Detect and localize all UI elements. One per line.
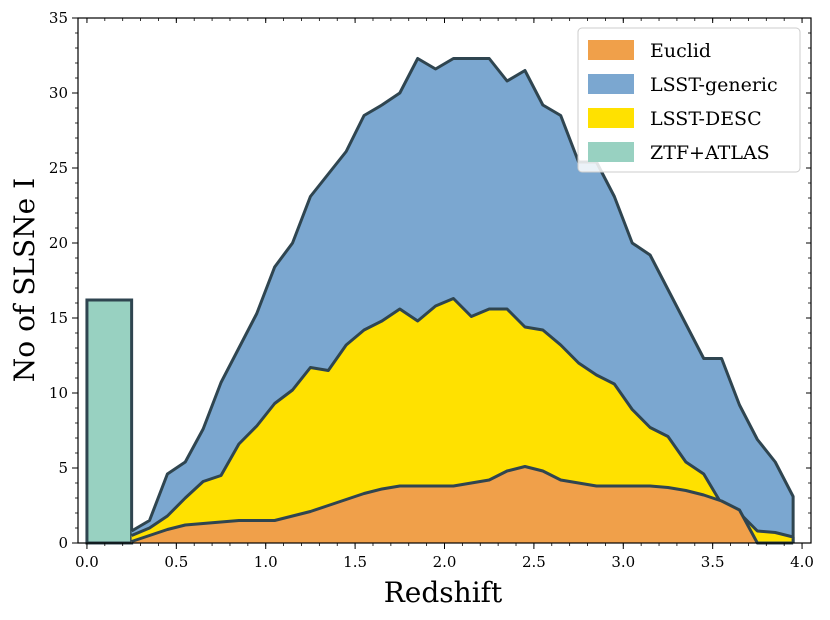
x-axis: 0.0 0.5 1.0 1.5 2.0 2.5 3.0 3.5 4.0 xyxy=(75,18,814,571)
line-lsst-generic xyxy=(130,57,795,543)
y-tick-label: 10 xyxy=(49,384,68,402)
line-euclid xyxy=(131,465,794,545)
y-tick-label: 25 xyxy=(49,159,68,177)
legend-swatch-euclid xyxy=(588,40,634,60)
x-tick-label: 2.0 xyxy=(433,553,457,571)
y-tick-label: 20 xyxy=(49,234,68,252)
x-tick-label: 0.5 xyxy=(164,553,188,571)
y-tick-label: 15 xyxy=(49,309,68,327)
legend-swatch-lsst-generic xyxy=(588,74,634,94)
legend-label-lsst-desc: LSST-DESC xyxy=(650,108,762,130)
x-tick-label: 0.0 xyxy=(75,553,99,571)
y-axis-label: No of SLSNe I xyxy=(8,178,41,382)
y-axis: 0 5 10 15 20 25 30 35 xyxy=(49,9,811,552)
x-tick-label: 1.5 xyxy=(343,553,367,571)
legend-label-lsst-generic: LSST-generic xyxy=(650,74,778,96)
y-tick-label: 35 xyxy=(49,9,68,27)
legend: Euclid LSST-generic LSST-DESC ZTF+ATLAS xyxy=(577,27,801,173)
bar-ztf-atlas xyxy=(85,298,134,545)
x-axis-label: Redshift xyxy=(384,576,503,609)
x-tick-label: 2.5 xyxy=(522,553,546,571)
y-tick-label: 5 xyxy=(58,459,68,477)
area-euclid xyxy=(131,466,794,543)
y-tick-label: 0 xyxy=(58,534,68,552)
x-tick-label: 3.5 xyxy=(701,553,725,571)
x-tick-label: 1.0 xyxy=(254,553,278,571)
line-lsst-desc xyxy=(131,297,795,543)
x-tick-label: 3.0 xyxy=(611,553,635,571)
legend-label-euclid: Euclid xyxy=(650,40,711,62)
area-lsst-desc xyxy=(131,298,794,543)
x-tick-label: 4.0 xyxy=(790,553,814,571)
legend-swatch-lsst-desc xyxy=(588,108,634,128)
y-tick-label: 30 xyxy=(49,84,68,102)
legend-swatch-ztf-atlas xyxy=(588,142,634,162)
legend-label-ztf-atlas: ZTF+ATLAS xyxy=(650,142,770,164)
legend-box xyxy=(577,27,801,173)
data-layer xyxy=(85,57,795,545)
